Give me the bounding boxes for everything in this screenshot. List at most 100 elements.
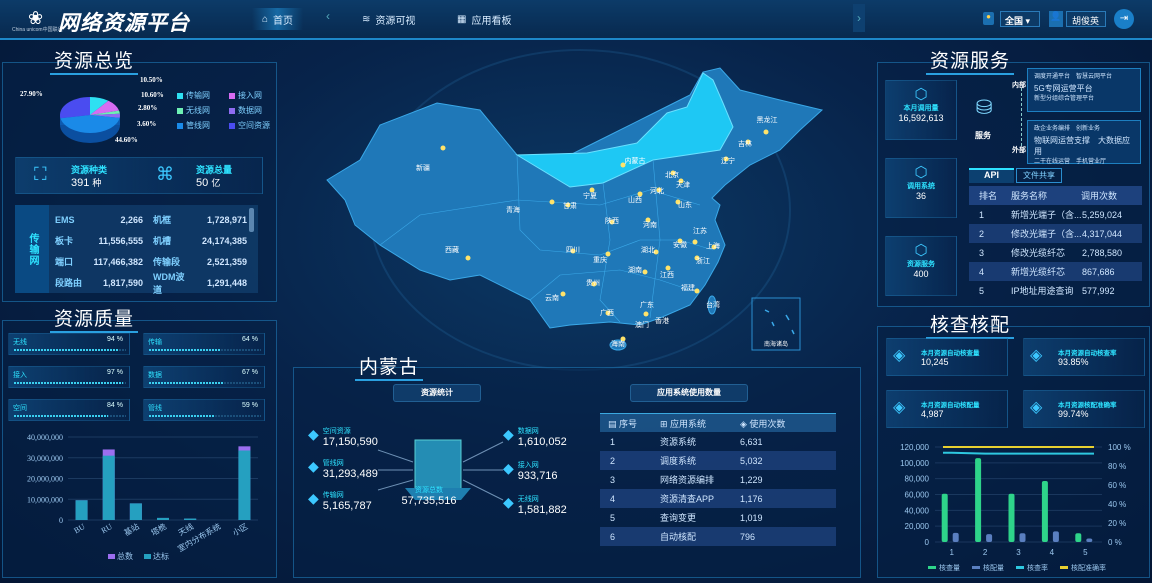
province-label[interactable]: 江苏 (693, 226, 707, 235)
legend-item[interactable]: 接入网 (229, 90, 279, 101)
bar-reach[interactable] (157, 517, 169, 520)
province-label[interactable]: 北京 (665, 170, 679, 179)
city-dot[interactable] (605, 251, 611, 257)
legend-item[interactable]: 管线网 (177, 120, 229, 131)
city-dot[interactable] (670, 170, 676, 176)
city-dot[interactable] (589, 187, 595, 193)
province-label[interactable]: 辽宁 (721, 156, 735, 165)
table-row[interactable]: 6 自动核配 796 (600, 527, 836, 546)
bar-allocate[interactable] (1019, 533, 1026, 542)
city-dot[interactable] (745, 139, 751, 145)
pie-slice[interactable] (90, 97, 109, 115)
table-row[interactable]: 1 资源系统 6,631 (610, 436, 763, 448)
bar-reach[interactable] (184, 518, 197, 520)
city-dot[interactable] (609, 219, 615, 225)
city-dot[interactable] (637, 191, 643, 197)
nav-app-board[interactable]: ▦ 应用看板 (447, 8, 521, 30)
bar-check[interactable] (1041, 481, 1048, 542)
province-label[interactable]: 福建 (681, 283, 695, 292)
city-dot[interactable] (677, 238, 683, 244)
tab-api[interactable]: API (969, 168, 1014, 183)
city-dot[interactable] (653, 249, 659, 255)
table-row[interactable]: 5 IP地址用途查询 577,992 (979, 285, 1115, 297)
bar-allocate[interactable] (1052, 531, 1059, 542)
city-dot[interactable] (692, 239, 698, 245)
province-label[interactable]: 陕西 (605, 216, 619, 225)
province-label[interactable]: 云南 (545, 293, 559, 302)
pie-slice[interactable] (90, 110, 120, 115)
bar-reach[interactable] (129, 503, 142, 520)
city-dot[interactable] (763, 129, 769, 135)
tab-file-share[interactable]: 文件共享 (1016, 168, 1062, 183)
province-label[interactable]: 广西 (600, 308, 614, 317)
city-dot[interactable] (465, 255, 471, 261)
table-row[interactable]: 4 资源清查APP 1,176 (600, 489, 836, 508)
province-label[interactable]: 四川 (566, 246, 580, 254)
city-dot[interactable] (645, 217, 651, 223)
province-label[interactable]: 安徽 (673, 240, 687, 249)
bar-reach[interactable] (75, 500, 88, 520)
city-dot[interactable] (620, 162, 626, 168)
pie-slice[interactable] (90, 100, 120, 115)
city-dot[interactable] (643, 311, 649, 317)
province-label[interactable]: 台湾 (706, 300, 720, 309)
province-label[interactable]: 吉林 (738, 139, 752, 148)
city-dot[interactable] (591, 281, 597, 287)
nav-next-icon[interactable]: › (853, 4, 865, 32)
legend-item[interactable]: 传输网 (177, 90, 229, 101)
city-dot[interactable] (678, 178, 684, 184)
city-dot[interactable] (620, 336, 626, 342)
province-label[interactable]: 香港 (655, 316, 669, 325)
province-label[interactable]: 浙江 (696, 256, 710, 265)
city-dot[interactable] (711, 244, 717, 250)
city-dot[interactable] (605, 310, 611, 316)
province-label[interactable]: 黑龙江 (757, 115, 778, 124)
table-scrollbar[interactable] (249, 208, 254, 232)
province-label[interactable]: 青海 (506, 205, 520, 214)
nav-home[interactable]: ⌂ 首页 (252, 8, 304, 30)
city-dot[interactable] (570, 248, 576, 254)
table-row[interactable]: 2 修改光端子（含... 4,317,044 (969, 224, 1142, 243)
province-inner-mongolia[interactable] (515, 72, 734, 188)
nav-prev-icon[interactable]: ‹ (326, 9, 330, 23)
city-dot[interactable] (549, 199, 555, 205)
province-label[interactable]: 重庆 (593, 255, 607, 264)
province-label[interactable]: 山东 (678, 200, 692, 209)
user-name[interactable]: 胡俊英 (1066, 11, 1106, 27)
province-label[interactable]: 澳门 (635, 320, 649, 329)
city-dot[interactable] (656, 187, 662, 193)
pie-slice[interactable] (90, 113, 120, 118)
table-row[interactable]: 3 修改光缆纤芯 2,788,580 (979, 247, 1123, 259)
city-dot[interactable] (694, 255, 700, 261)
nav-resource-visual[interactable]: ≋ 资源可视 (352, 8, 425, 30)
province-label[interactable]: 贵州 (586, 278, 600, 287)
bar-check[interactable] (1075, 533, 1082, 542)
province-label[interactable]: 新疆 (416, 163, 430, 172)
legend-item[interactable]: 无线网 (177, 105, 229, 116)
logout-icon[interactable]: ⇥ (1114, 9, 1134, 29)
bar-check[interactable] (941, 493, 948, 542)
city-dot[interactable] (723, 156, 729, 162)
province-label[interactable]: 宁夏 (583, 191, 597, 200)
province-label[interactable]: 湖南 (628, 265, 642, 274)
province-label[interactable]: 山西 (628, 195, 642, 204)
bar-allocate[interactable] (986, 534, 993, 542)
bar-allocate[interactable] (952, 532, 959, 542)
table-row[interactable]: 4 新增光缆纤芯 867,686 (969, 262, 1142, 281)
table-row[interactable]: 1 新增光端子（含... 5,259,024 (979, 209, 1123, 221)
table-row[interactable]: 5 查询变更 1,019 (610, 512, 763, 524)
bar-reach[interactable] (102, 455, 115, 520)
line-check-rate[interactable] (943, 451, 1094, 455)
province-label[interactable]: 海南 (611, 339, 625, 348)
province-label[interactable]: 河北 (650, 187, 664, 195)
province-label[interactable]: 湖北 (641, 245, 655, 254)
legend-item[interactable]: 空间资源 (229, 120, 279, 131)
table-row[interactable]: 2 调度系统 5,032 (600, 451, 836, 470)
city-dot[interactable] (665, 265, 671, 271)
pie-slice[interactable] (60, 115, 120, 134)
pie-slice[interactable] (60, 97, 90, 119)
city-dot[interactable] (642, 269, 648, 275)
province-label[interactable]: 天津 (676, 181, 690, 189)
province-label[interactable]: 甘肃 (563, 201, 577, 210)
city-dot[interactable] (560, 291, 566, 297)
